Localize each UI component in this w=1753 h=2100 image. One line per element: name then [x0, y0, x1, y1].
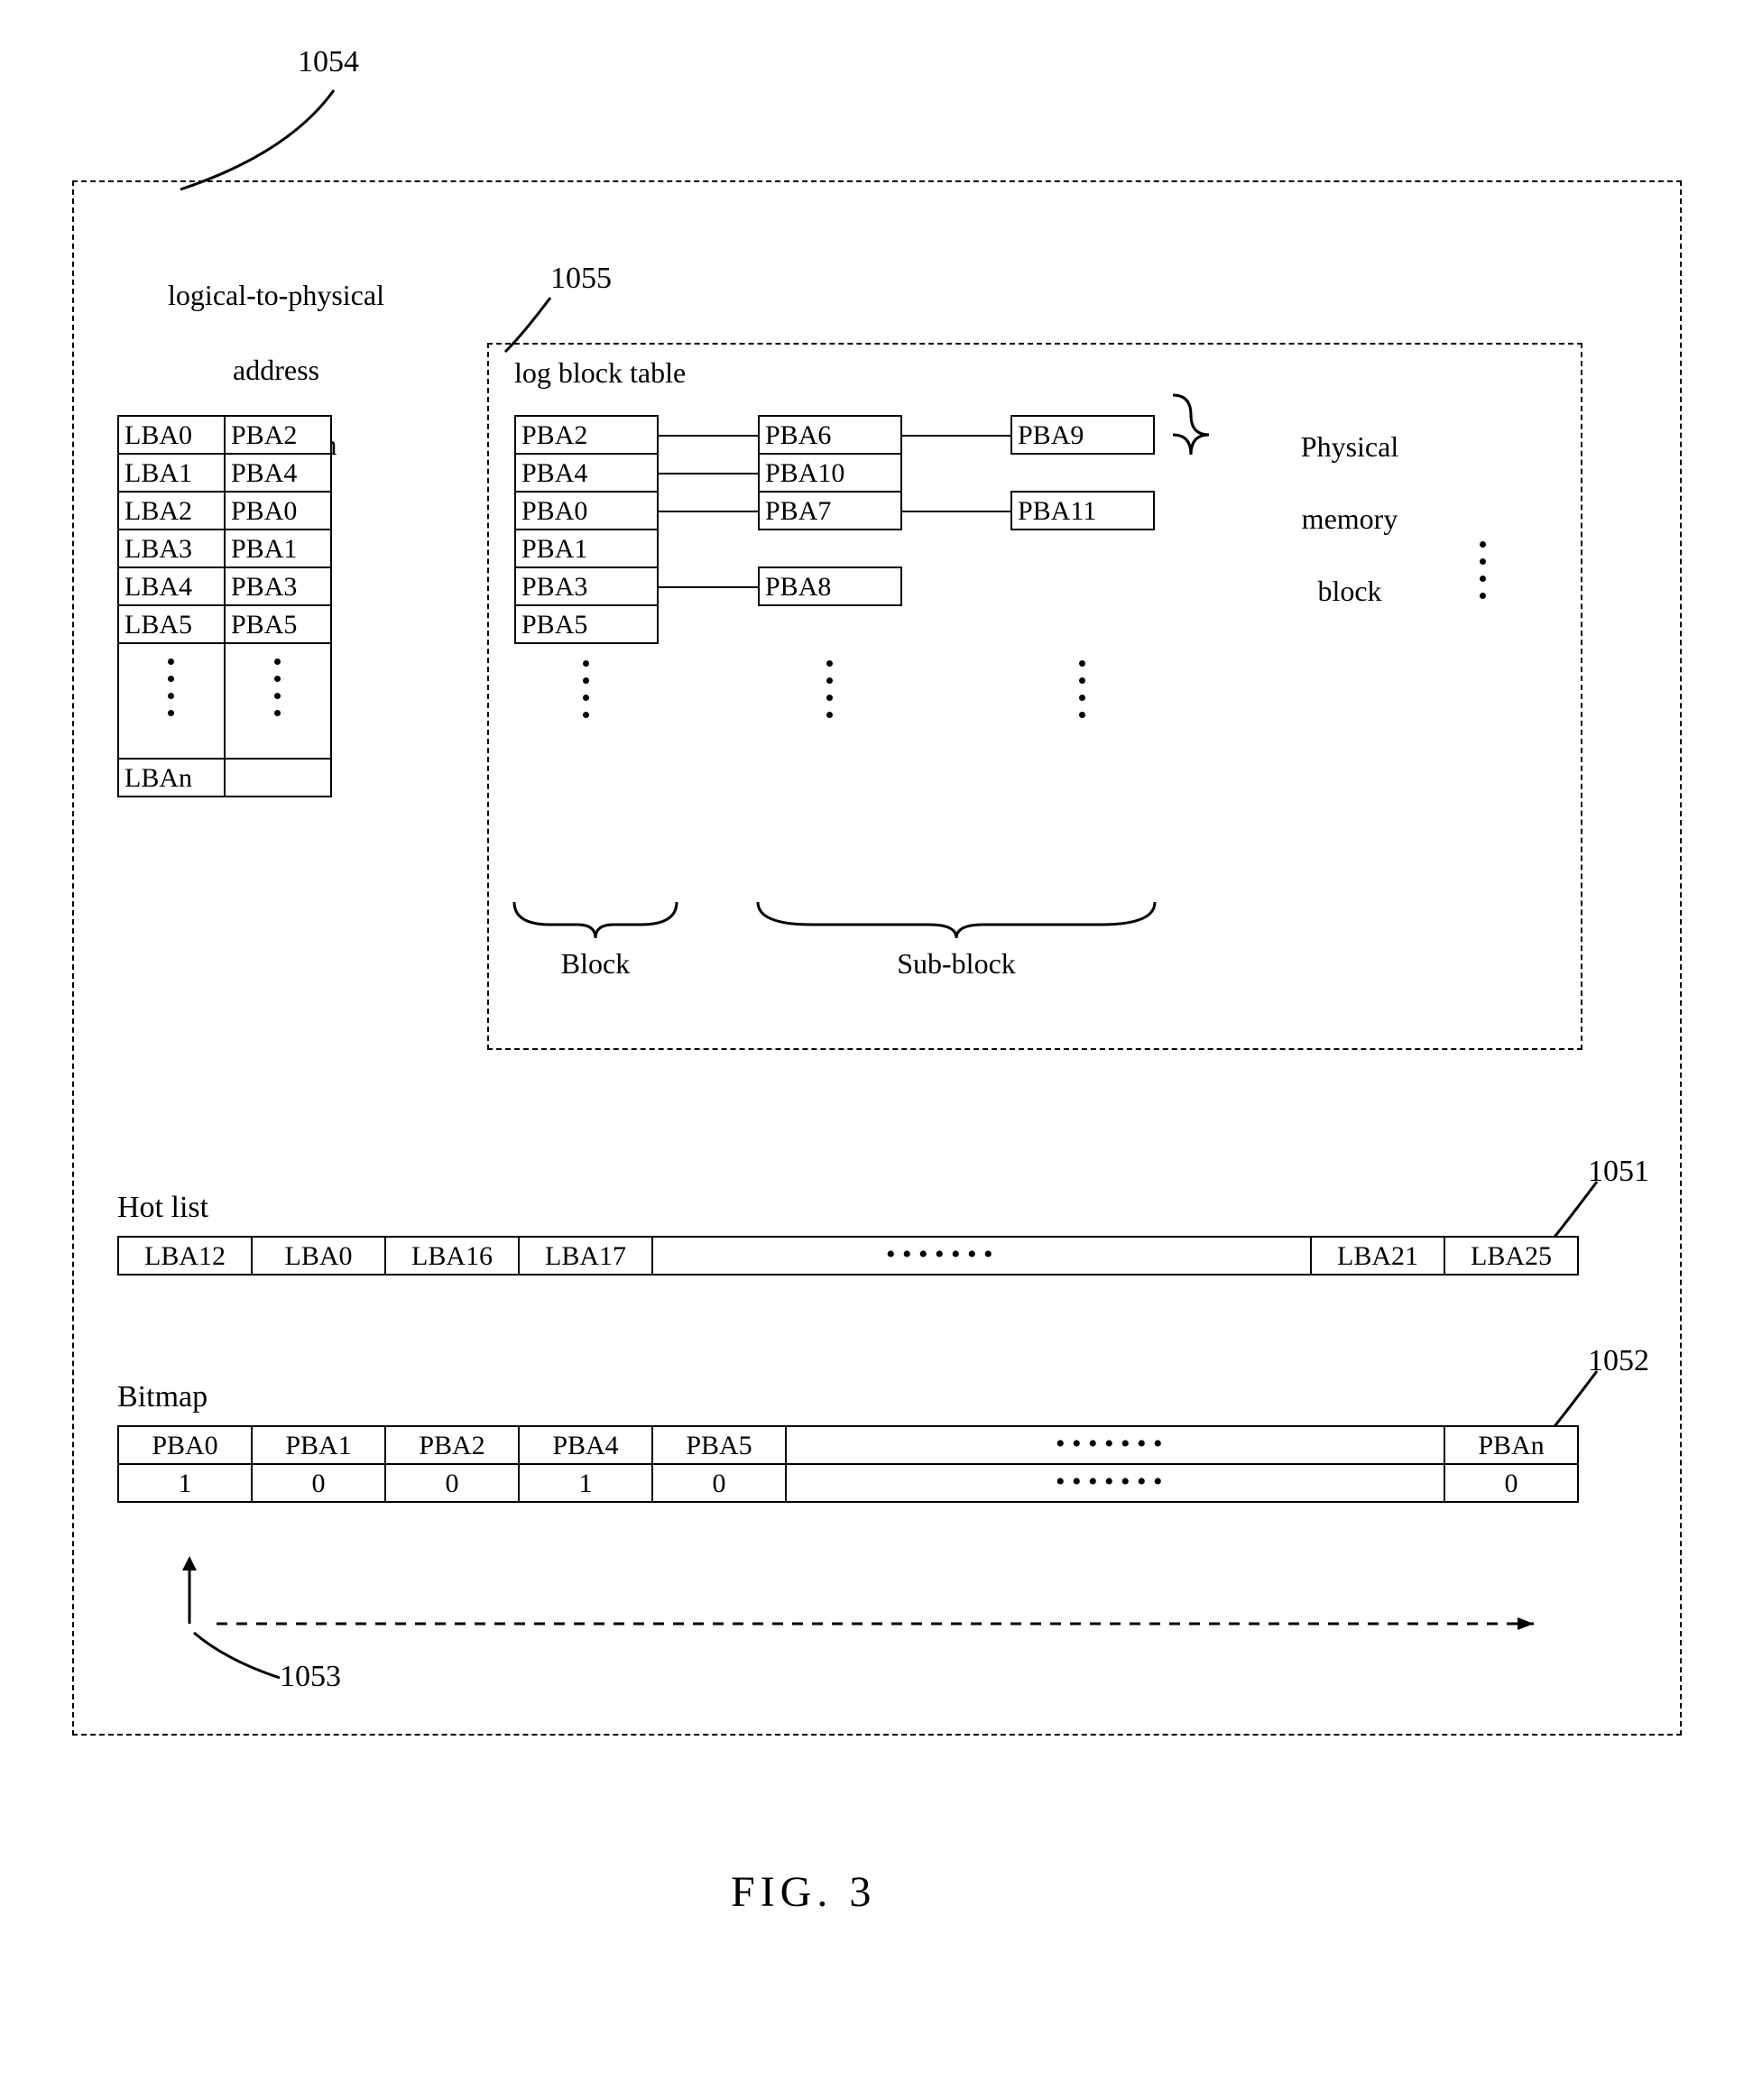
hotlist-cell: LBA16 [384, 1236, 520, 1276]
bitmap-value-cell: 0 [251, 1463, 386, 1503]
bitmap-header-cell: PBA2 [384, 1425, 520, 1465]
l2p-pba-cell: PBA5 [224, 604, 332, 644]
l2p-lba-cell: LBA0 [117, 415, 226, 455]
bitmap-value-cell: 1 [117, 1463, 253, 1503]
bitmap-tail-header: PBAn [1444, 1425, 1579, 1465]
log-col3-vdots [1079, 660, 1085, 718]
phys-label-line: Physical [1301, 430, 1398, 463]
hotlist-tail-cell: LBA25 [1444, 1236, 1579, 1276]
hotlist-cell: LBA0 [251, 1236, 386, 1276]
log-right-vdots [1480, 541, 1486, 599]
ref-1055: 1055 [550, 262, 612, 296]
log-link [659, 511, 758, 512]
log-link [659, 473, 758, 474]
log-col3-cell: PBA9 [1010, 415, 1155, 455]
hotlist-title: Hot list [117, 1191, 208, 1225]
bitmap-value-cell: 0 [651, 1463, 787, 1503]
l2p-pba-vdots [274, 659, 281, 716]
log-col2-cell: PBA10 [758, 453, 902, 493]
log-col1-cell: PBA0 [514, 491, 659, 530]
bitmap-value-cell: 1 [518, 1463, 653, 1503]
figure-title: FIG. 3 [731, 1867, 876, 1917]
log-title: log block table [514, 356, 686, 390]
log-col1-cell: PBA2 [514, 415, 659, 455]
log-col1-cell: PBA5 [514, 604, 659, 644]
ref-1054: 1054 [298, 45, 359, 79]
l2p-lba-cell: LBA1 [117, 453, 226, 493]
bitmap-header-cell: PBA0 [117, 1425, 253, 1465]
l2p-title-line: address [233, 354, 319, 386]
l2p-lba-last: LBAn [117, 758, 226, 797]
phys-label-line: block [1317, 575, 1381, 607]
l2p-pba-cell: PBA1 [224, 529, 332, 568]
bitmap-title: Bitmap [117, 1380, 208, 1414]
bitmap-tail-value: 0 [1444, 1463, 1579, 1503]
hotlist-cell: LBA17 [518, 1236, 653, 1276]
l2p-pba-cell: PBA0 [224, 491, 332, 530]
bitmap-value-dots: • • • • • • • [1056, 1467, 1163, 1497]
log-col1-cell: PBA1 [514, 529, 659, 568]
log-col2-vdots [826, 660, 833, 718]
log-link [902, 511, 1010, 512]
bitmap-value-cell: 0 [384, 1463, 520, 1503]
l2p-lba-cell: LBA2 [117, 491, 226, 530]
l2p-title-line: logical-to-physical [168, 279, 384, 311]
log-link [902, 435, 1010, 437]
hotlist-dots: • • • • • • • [886, 1239, 993, 1270]
ref-1053: 1053 [280, 1660, 341, 1694]
ref-1052: 1052 [1588, 1344, 1649, 1378]
hotlist-cell: LBA12 [117, 1236, 253, 1276]
l2p-lba-vdots [168, 659, 174, 716]
log-col2-cell: PBA8 [758, 566, 902, 606]
log-link [659, 435, 758, 437]
subblock-label: Sub-block [857, 947, 1056, 981]
l2p-pba-cell: PBA4 [224, 453, 332, 493]
l2p-pba-last [224, 758, 332, 797]
bitmap-header-dots: • • • • • • • [1056, 1429, 1163, 1460]
l2p-lba-cell: LBA3 [117, 529, 226, 568]
log-col2-cell: PBA6 [758, 415, 902, 455]
l2p-lba-cell: LBA5 [117, 604, 226, 644]
log-col1-cell: PBA3 [514, 566, 659, 606]
bitmap-header-cell: PBA1 [251, 1425, 386, 1465]
l2p-pba-cell: PBA3 [224, 566, 332, 606]
log-col1-vdots [583, 660, 589, 718]
l2p-lba-cell: LBA4 [117, 566, 226, 606]
log-col1-cell: PBA4 [514, 453, 659, 493]
ref-1051: 1051 [1588, 1155, 1649, 1189]
hotlist-tail-cell: LBA21 [1310, 1236, 1445, 1276]
bitmap-header-cell: PBA4 [518, 1425, 653, 1465]
log-col3-cell: PBA11 [1010, 491, 1155, 530]
l2p-pba-cell: PBA2 [224, 415, 332, 455]
bitmap-header-cell: PBA5 [651, 1425, 787, 1465]
log-link [659, 586, 758, 588]
block-label: Block [523, 947, 668, 981]
phys-mem-label: Physical memory block [1236, 392, 1435, 645]
log-col2-cell: PBA7 [758, 491, 902, 530]
phys-label-line: memory [1302, 502, 1398, 535]
